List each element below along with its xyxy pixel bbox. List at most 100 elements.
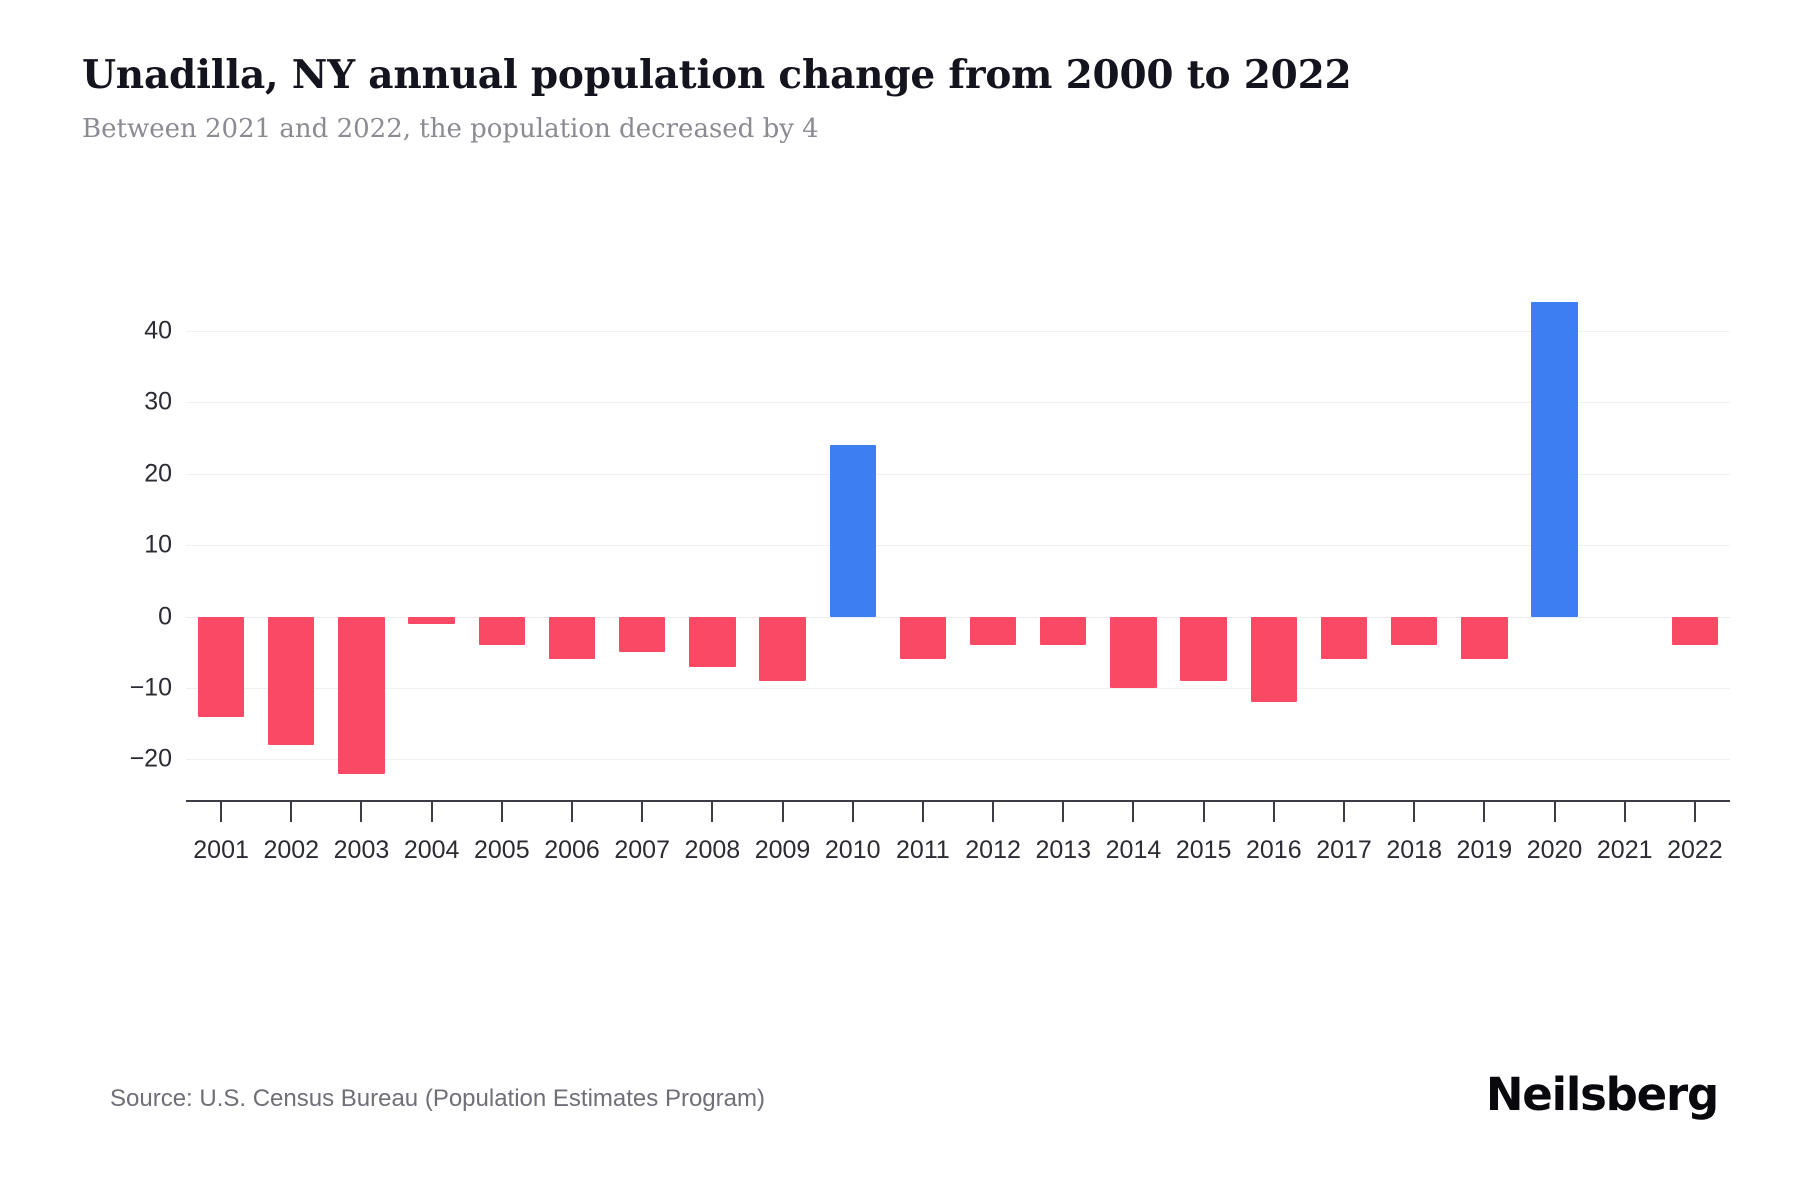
bar-slot[interactable] xyxy=(1602,288,1648,788)
bar-2018[interactable] xyxy=(1391,616,1438,646)
x-tick-label-2017: 2017 xyxy=(1316,836,1372,864)
x-tick-label-2011: 2011 xyxy=(896,836,950,864)
x-tick xyxy=(1202,802,1205,822)
bar-2015[interactable] xyxy=(1180,616,1227,681)
plot-region: −20 −10 0 10 20 30 40 2001 2002 2003 2004 2005 2006… xyxy=(130,288,1730,908)
bar-2007[interactable] xyxy=(619,616,666,653)
x-tick xyxy=(360,802,363,822)
x-tick-label-2008: 2008 xyxy=(684,836,741,864)
x-tick xyxy=(571,802,573,822)
axis-line xyxy=(186,800,1730,802)
bar-slot[interactable] xyxy=(1180,288,1227,788)
bar-slot[interactable] xyxy=(197,288,245,788)
bar-slot[interactable] xyxy=(1110,288,1157,788)
bar-2014[interactable] xyxy=(1110,616,1157,688)
x-tick xyxy=(1623,802,1626,822)
page-title: Unadilla, NY annual population change fr… xyxy=(82,52,1352,98)
gridline xyxy=(186,688,1730,689)
bar-slot[interactable] xyxy=(548,288,596,788)
bar-slot[interactable] xyxy=(1391,288,1438,788)
bar-slot[interactable] xyxy=(689,288,736,788)
x-tick xyxy=(1343,802,1345,822)
x-tick-label-2005: 2005 xyxy=(474,836,530,864)
x-tick-label-2007: 2007 xyxy=(614,836,670,864)
y-tick-label: 20 xyxy=(144,459,172,488)
gridline xyxy=(186,759,1730,761)
y-tick-label: −10 xyxy=(129,673,172,702)
bar-2011[interactable] xyxy=(899,616,947,660)
x-tick xyxy=(290,802,293,822)
bar-2013[interactable] xyxy=(1040,616,1087,646)
chart-subtitle: Between 2021 and 2022, the population de… xyxy=(82,114,819,145)
bar-slot[interactable] xyxy=(1461,288,1508,788)
bar-2001[interactable] xyxy=(197,616,245,717)
x-tick xyxy=(992,802,995,822)
x-tick-label-2018: 2018 xyxy=(1386,836,1442,864)
bar-2009[interactable] xyxy=(759,616,806,681)
bar-slot[interactable] xyxy=(478,288,525,788)
bar-2019[interactable] xyxy=(1461,616,1508,660)
bar-slot[interactable] xyxy=(1040,288,1087,788)
bar-slot[interactable] xyxy=(619,288,666,788)
bar-2016[interactable] xyxy=(1250,616,1297,703)
x-tick xyxy=(1483,802,1486,822)
bar-slot[interactable] xyxy=(899,288,947,788)
x-tick-label-2016: 2016 xyxy=(1246,836,1302,864)
bar-2003[interactable] xyxy=(338,616,385,774)
x-tick xyxy=(1272,802,1275,822)
gridline xyxy=(186,545,1730,547)
bar-slot[interactable] xyxy=(829,288,876,788)
y-tick-label: 40 xyxy=(144,316,172,345)
x-tick xyxy=(1062,802,1065,822)
bar-2004[interactable] xyxy=(408,616,455,624)
x-tick xyxy=(500,802,503,822)
bar-2002[interactable] xyxy=(268,616,315,746)
x-tick xyxy=(1693,802,1696,822)
bar-slot[interactable] xyxy=(408,288,455,788)
x-tick-label-2022: 2022 xyxy=(1667,836,1723,864)
bar-2005[interactable] xyxy=(478,616,525,646)
x-tick xyxy=(430,802,433,822)
bar-2022[interactable] xyxy=(1671,616,1719,646)
y-tick-label: −20 xyxy=(129,744,172,773)
bar-slot[interactable] xyxy=(1320,288,1368,788)
x-tick xyxy=(641,802,644,822)
x-tick-label-2021: 2021 xyxy=(1596,836,1653,864)
x-tick-label-2015: 2015 xyxy=(1175,836,1232,864)
bar-slot[interactable] xyxy=(759,288,806,788)
x-tick xyxy=(851,802,854,822)
bar-slot[interactable] xyxy=(268,288,315,788)
bar-series xyxy=(186,288,1730,788)
x-tick-label-2012: 2012 xyxy=(965,836,1021,864)
y-tick-label: 30 xyxy=(144,387,172,416)
bar-2010[interactable] xyxy=(829,445,876,617)
x-tick-label-2009: 2009 xyxy=(754,836,811,864)
x-tick xyxy=(1413,802,1416,822)
x-tick-label-2006: 2006 xyxy=(544,836,600,864)
y-tick-label: 0 xyxy=(158,602,172,631)
zero-line xyxy=(186,616,1730,618)
gridline xyxy=(186,473,1730,475)
x-tick xyxy=(921,802,924,822)
bar-slot[interactable] xyxy=(1671,288,1719,788)
gridline xyxy=(186,330,1730,332)
bar-2012[interactable] xyxy=(969,616,1017,646)
bar-slot[interactable] xyxy=(338,288,385,788)
bar-2017[interactable] xyxy=(1320,616,1368,660)
bar-2020[interactable] xyxy=(1531,302,1578,617)
x-tick-label-2003: 2003 xyxy=(333,836,390,864)
bar-2006[interactable] xyxy=(548,616,596,660)
y-tick-label: 10 xyxy=(144,530,172,559)
x-tick xyxy=(1132,802,1135,822)
bar-slot[interactable] xyxy=(969,288,1017,788)
bar-2008[interactable] xyxy=(689,616,736,667)
x-tick-label-2001: 2001 xyxy=(193,836,249,864)
x-tick-label-2010: 2010 xyxy=(824,836,881,864)
bar-slot[interactable] xyxy=(1250,288,1297,788)
x-tick xyxy=(781,802,784,822)
x-tick xyxy=(1553,802,1556,822)
bar-slot[interactable] xyxy=(1531,288,1578,788)
x-tick xyxy=(711,802,714,822)
x-tick-label-2019: 2019 xyxy=(1456,836,1513,864)
